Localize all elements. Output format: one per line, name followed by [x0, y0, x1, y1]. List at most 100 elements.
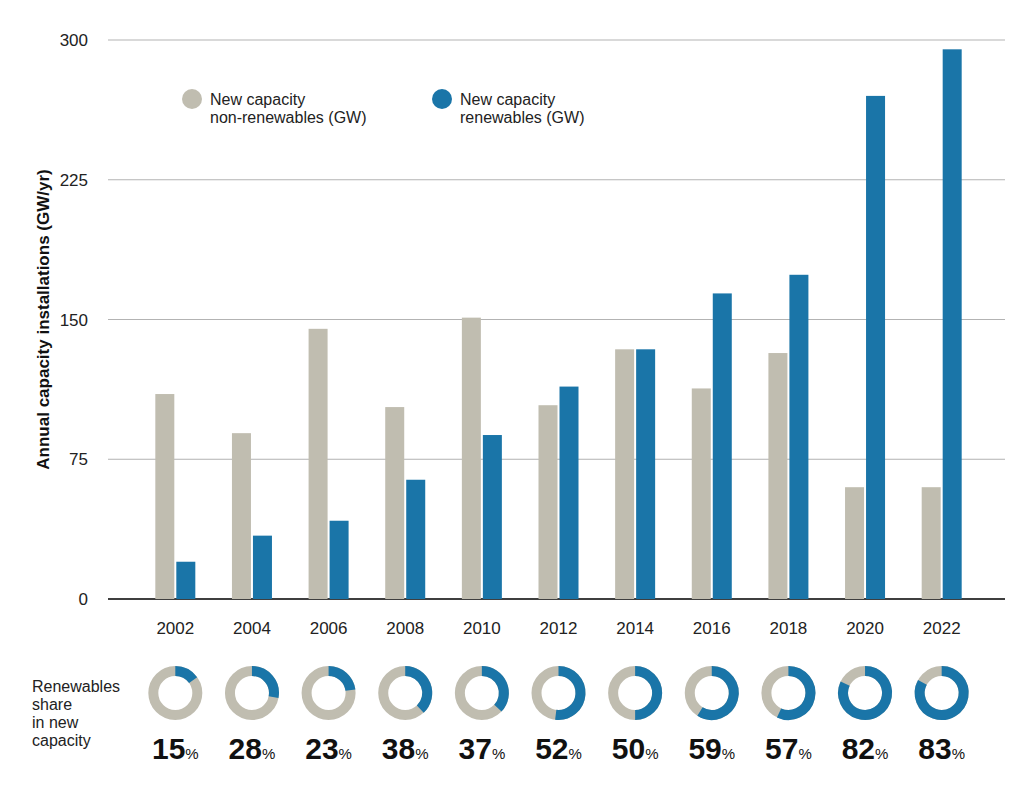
donut-share: [482, 671, 504, 708]
bar: [636, 349, 655, 599]
x-tick-label: 2008: [386, 619, 424, 638]
y-tick-label: 150: [60, 311, 88, 330]
share-number: 28: [229, 732, 262, 765]
y-tick-label: 75: [69, 450, 88, 469]
bar: [406, 480, 425, 599]
share-unit: %: [722, 745, 735, 762]
grid-line: [108, 40, 1005, 41]
x-tick-label: 2014: [616, 619, 654, 638]
share-number: 59: [688, 732, 721, 765]
x-tick-label: 2006: [310, 619, 348, 638]
chart: 0 75 150 225 300 Annual capacity installation…: [0, 0, 1024, 795]
share-unit: %: [798, 745, 811, 762]
donut-share: [556, 671, 581, 715]
share-unit: %: [952, 745, 965, 762]
legend-swatch: [182, 89, 202, 109]
bar: [866, 96, 885, 599]
donut-ring: [537, 671, 581, 715]
donut-share: [175, 671, 193, 680]
bar: [232, 433, 251, 599]
share-value: 15%: [152, 732, 199, 765]
x-tick-label: 2022: [923, 619, 961, 638]
x-tick-label: 2010: [463, 619, 501, 638]
legend-line: New capacity: [210, 91, 305, 108]
legend-label: New capacityrenewables (GW): [460, 91, 584, 126]
donut-ring: [153, 671, 197, 715]
bar: [462, 318, 481, 599]
share-value: 37%: [459, 732, 506, 765]
share-unit: %: [339, 745, 352, 762]
share-number: 23: [305, 732, 338, 765]
x-tick-label: 2018: [769, 619, 807, 638]
share-unit: %: [262, 745, 275, 762]
share-unit: %: [492, 745, 505, 762]
donut-share: [843, 671, 887, 715]
donut-ring: [613, 671, 657, 715]
share-unit: %: [415, 745, 428, 762]
bar: [253, 536, 272, 599]
share-value: 57%: [765, 732, 812, 765]
bar: [309, 329, 328, 599]
share-number: 82: [842, 732, 875, 765]
bar: [176, 562, 195, 599]
bar: [615, 349, 634, 599]
bar: [922, 487, 941, 599]
share-label: Renewables: [32, 678, 120, 695]
y-tick-label: 300: [60, 31, 88, 50]
bar: [330, 521, 349, 599]
donut-ring: [690, 671, 734, 715]
bar: [385, 407, 404, 599]
donut-share: [329, 671, 351, 690]
share-number: 52: [535, 732, 568, 765]
x-tick-label: 2004: [233, 619, 271, 638]
donut-share: [779, 671, 810, 715]
donut-share: [405, 671, 427, 709]
legend-label: New capacitynon-renewables (GW): [210, 91, 367, 126]
share-value: 59%: [688, 732, 735, 765]
donut-ring: [307, 671, 351, 715]
share-number: 37: [459, 732, 492, 765]
donut-ring: [843, 671, 887, 715]
legend-line: New capacity: [460, 91, 555, 108]
share-unit: %: [185, 745, 198, 762]
donut-ring: [383, 671, 427, 715]
bar: [560, 387, 579, 599]
y-tick-label: 225: [60, 171, 88, 190]
x-tick-label: 2016: [693, 619, 731, 638]
share-value: 50%: [612, 732, 659, 765]
donut-share: [920, 671, 964, 715]
legend-line: non-renewables (GW): [210, 109, 367, 126]
donut-ring: [230, 671, 274, 715]
share-number: 57: [765, 732, 798, 765]
legend-line: renewables (GW): [460, 109, 584, 126]
share-number: 15: [152, 732, 185, 765]
bar: [692, 388, 711, 599]
x-tick-label: 2012: [540, 619, 578, 638]
y-tick-label: 0: [79, 590, 88, 609]
share-label: share: [32, 696, 72, 713]
x-tick-label: 2002: [156, 619, 194, 638]
bar: [845, 487, 864, 599]
donut-share: [252, 671, 274, 697]
share-value: 83%: [918, 732, 965, 765]
share-value: 52%: [535, 732, 582, 765]
x-tick-label: 2020: [846, 619, 884, 638]
bar: [713, 293, 732, 599]
share-unit: %: [875, 745, 888, 762]
share-value: 38%: [382, 732, 429, 765]
y-axis-title: Annual capacity installations (GW/yr): [34, 169, 53, 469]
share-unit: %: [645, 745, 658, 762]
donut-ring: [766, 671, 810, 715]
share-value: 23%: [305, 732, 352, 765]
share-label: in new: [32, 714, 79, 731]
bar: [768, 353, 787, 599]
donut-ring: [920, 671, 964, 715]
bar: [155, 394, 174, 599]
donut-share: [700, 671, 734, 715]
bars: [155, 49, 961, 599]
bar: [943, 49, 962, 599]
legend-swatch: [432, 89, 452, 109]
share-number: 50: [612, 732, 645, 765]
bar: [789, 275, 808, 599]
bar: [483, 435, 502, 599]
